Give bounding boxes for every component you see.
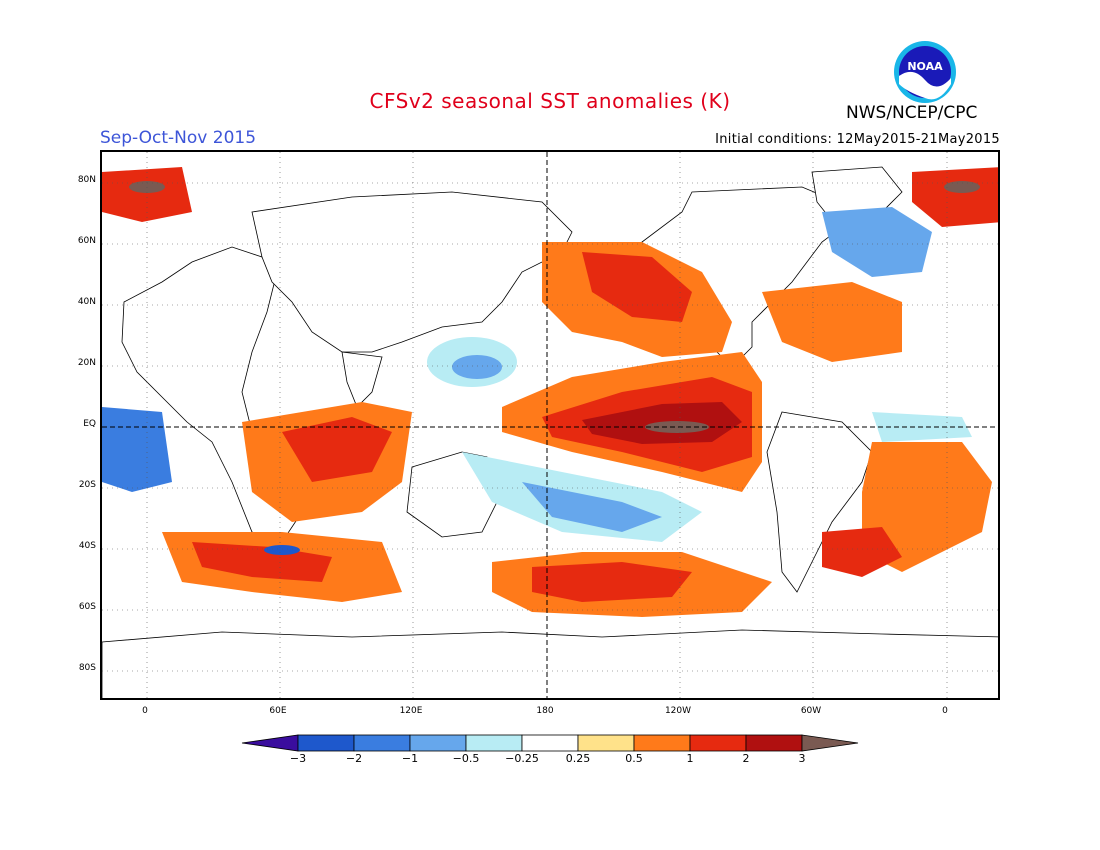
colorbar-segment <box>745 734 803 752</box>
land-antarctica <box>102 629 998 698</box>
chart-title: CFSv2 seasonal SST anomalies (K) <box>369 89 731 113</box>
lat-label-20s: 20S <box>78 480 96 490</box>
colorbar-tick-label: −2 <box>345 752 363 765</box>
noaa-logo-text: NOAA <box>907 60 943 73</box>
lon-label-60w: 60W <box>800 706 822 716</box>
colorbar-segment <box>689 734 747 752</box>
colorbar-tick-label: −1 <box>401 752 419 765</box>
colorbar-segment <box>353 734 411 752</box>
colorbar-segment <box>801 734 859 752</box>
lon-label-60e: 60E <box>269 706 287 716</box>
agency-label: NWS/NCEP/CPC <box>846 103 978 123</box>
colorbar-segment <box>577 734 635 752</box>
lon-label-120e: 120E <box>399 706 423 716</box>
colorbar-tick-label: 3 <box>798 752 806 765</box>
cool-east-atlantic <box>102 407 172 492</box>
warm-south-atlantic <box>862 442 992 572</box>
lon-label-0-east: 0 <box>942 706 948 716</box>
colorbar-tick-label: −0.25 <box>505 752 539 765</box>
warm-arctic-west <box>102 167 192 222</box>
colorbar-tick-label: 2 <box>742 752 750 765</box>
lat-label-40s: 40S <box>78 541 96 551</box>
lon-label-120w: 120W <box>664 706 692 716</box>
anomaly-fields <box>102 167 998 617</box>
colorbar-segment <box>409 734 467 752</box>
initial-conditions-label: Initial conditions: 12May2015-21May2015 <box>715 132 1000 147</box>
warm-indian-core <box>282 417 392 482</box>
warm-ne-pacific-core <box>582 252 692 322</box>
cool-south-pacific-core <box>522 482 662 532</box>
lat-label-eq: EQ <box>83 419 96 429</box>
cool-north-atlantic <box>822 207 932 277</box>
colorbar-segment <box>633 734 691 752</box>
noaa-logo-icon: NOAA <box>894 41 956 103</box>
season-label: Sep-Oct-Nov 2015 <box>100 128 257 148</box>
lat-label-60n: 60N <box>77 236 96 246</box>
colorbar-tick-label: −3 <box>289 752 307 765</box>
colorbar-segment <box>465 734 523 752</box>
warm-pacific-peak <box>645 421 709 433</box>
land-asia <box>251 191 573 353</box>
cool-central-pacific-core <box>452 355 502 379</box>
colorbar-segment <box>241 734 299 752</box>
colorbar-tick-label: 0.25 <box>565 752 591 765</box>
warm-arctic-east <box>912 167 998 227</box>
warm-south-pacific-core <box>532 562 692 602</box>
lat-label-20n: 20N <box>77 358 96 368</box>
lat-label-40n: 40N <box>77 297 96 307</box>
colorbar <box>241 734 859 752</box>
lat-label-60s: 60S <box>78 602 96 612</box>
land-south-america <box>766 411 873 593</box>
colorbar-tick-label: −0.5 <box>452 752 480 765</box>
sst-anomaly-map <box>100 150 1000 700</box>
warm-north-atlantic <box>762 282 902 362</box>
warm-arctic-east-peak <box>944 181 980 193</box>
warm-south-atlantic-core <box>822 527 902 577</box>
lon-label-0: 0 <box>142 706 148 716</box>
colorbar-segment <box>521 734 579 752</box>
lat-label-80s: 80S <box>78 663 96 673</box>
colorbar-tick-label: 1 <box>686 752 694 765</box>
colorbar-tick-label: 0.5 <box>625 752 643 765</box>
lon-label-180: 180 <box>536 706 554 716</box>
cool-south-indian-spot <box>264 545 300 555</box>
colorbar-segment <box>297 734 355 752</box>
lat-label-80n: 80N <box>77 175 96 185</box>
map-canvas <box>102 152 998 698</box>
